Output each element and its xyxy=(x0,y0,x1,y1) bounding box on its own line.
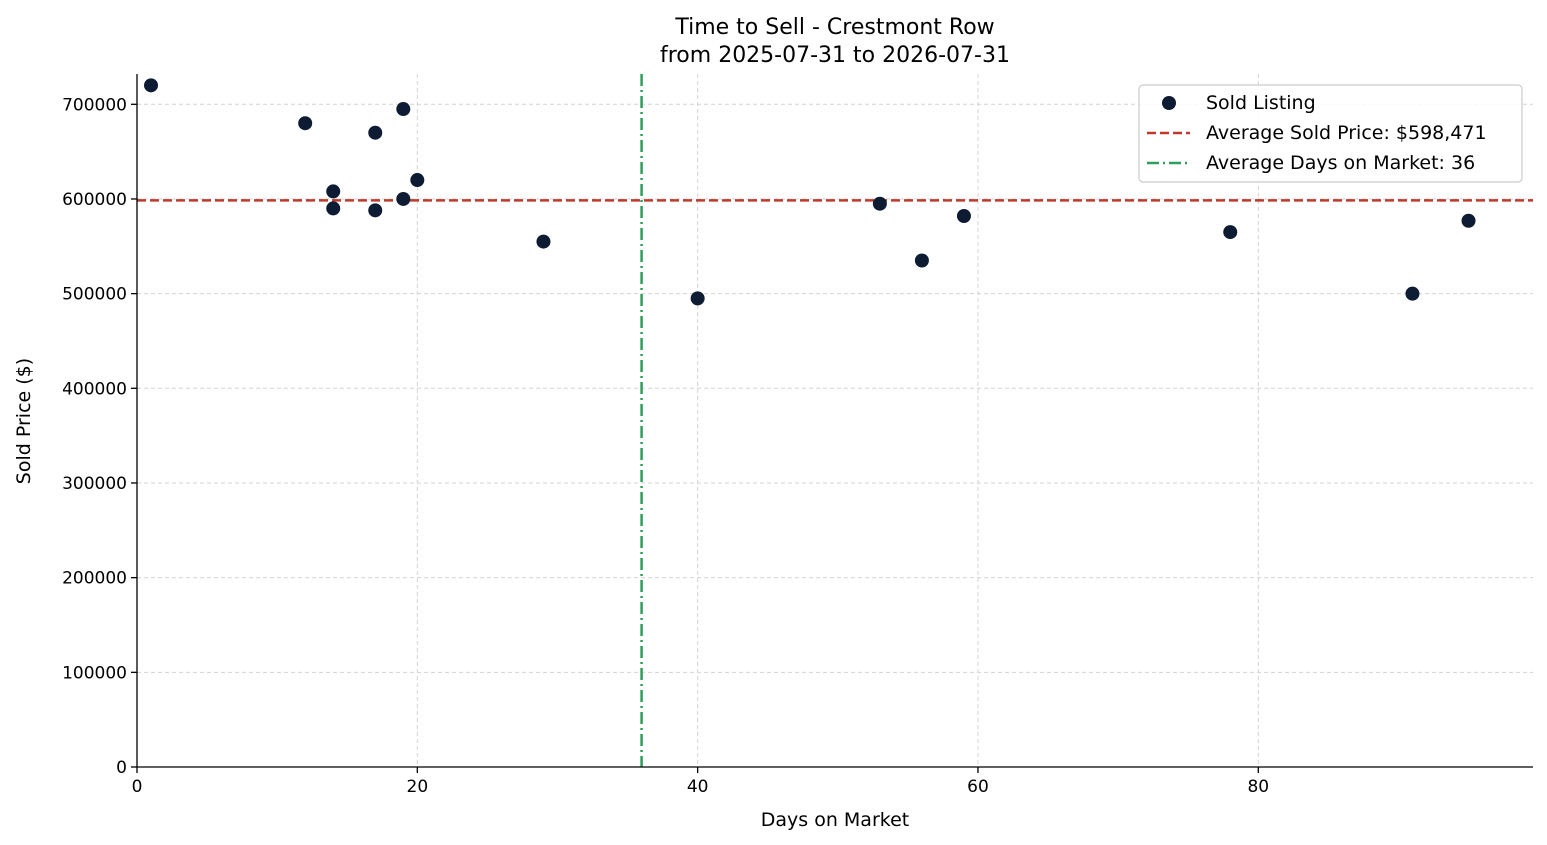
data-point xyxy=(956,209,971,224)
y-tick-label: 300000 xyxy=(62,474,127,494)
legend: Sold Listing Average Sold Price: $598,47… xyxy=(1138,84,1523,183)
y-tick-label: 500000 xyxy=(62,285,127,305)
legend-label-avg-days: Average Days on Market: 36 xyxy=(1206,152,1475,174)
data-point xyxy=(326,184,341,199)
y-tick-label: 200000 xyxy=(62,569,127,589)
data-point xyxy=(396,191,411,206)
y-tick-label: 400000 xyxy=(62,379,127,399)
data-point xyxy=(298,116,313,131)
x-tick-label: 20 xyxy=(407,777,429,797)
data-point xyxy=(410,173,425,188)
x-axis-label: Days on Market xyxy=(761,809,909,831)
data-point xyxy=(368,125,383,140)
data-point xyxy=(536,234,551,249)
data-point xyxy=(396,102,411,117)
chart-title: Time to Sell - Crestmont Row xyxy=(674,15,994,40)
y-axis-label: Sold Price ($) xyxy=(13,358,35,484)
x-tick-label: 0 xyxy=(132,777,143,797)
legend-label-avg-price: Average Sold Price: $598,471 xyxy=(1206,122,1487,144)
x-tick-label: 80 xyxy=(1247,777,1269,797)
axes xyxy=(136,74,1533,768)
data-point xyxy=(872,196,887,211)
data-point xyxy=(1461,213,1476,228)
data-point xyxy=(368,203,383,218)
data-point xyxy=(1223,225,1238,240)
legend-box xyxy=(1138,84,1523,183)
data-point xyxy=(1405,286,1420,301)
y-tick-label: 600000 xyxy=(62,190,127,210)
data-points xyxy=(144,78,1476,306)
ticks: 0 20 40 60 80 0 100000 200000 300000 400000 500000… xyxy=(62,95,1269,797)
data-point xyxy=(914,253,929,268)
legend-label-sold-listing: Sold Listing xyxy=(1206,92,1316,114)
data-point xyxy=(144,78,159,93)
x-tick-label: 60 xyxy=(967,777,989,797)
chart-subtitle: from 2025-07-31 to 2026-07-31 xyxy=(660,43,1010,68)
legend-marker-sold-listing xyxy=(1162,96,1176,110)
y-tick-label: 700000 xyxy=(62,95,127,115)
x-tick-label: 40 xyxy=(687,777,709,797)
y-tick-label: 100000 xyxy=(62,663,127,683)
data-point xyxy=(326,201,341,216)
data-point xyxy=(690,291,705,306)
reference-lines xyxy=(137,74,1533,767)
y-tick-label: 0 xyxy=(116,758,127,778)
